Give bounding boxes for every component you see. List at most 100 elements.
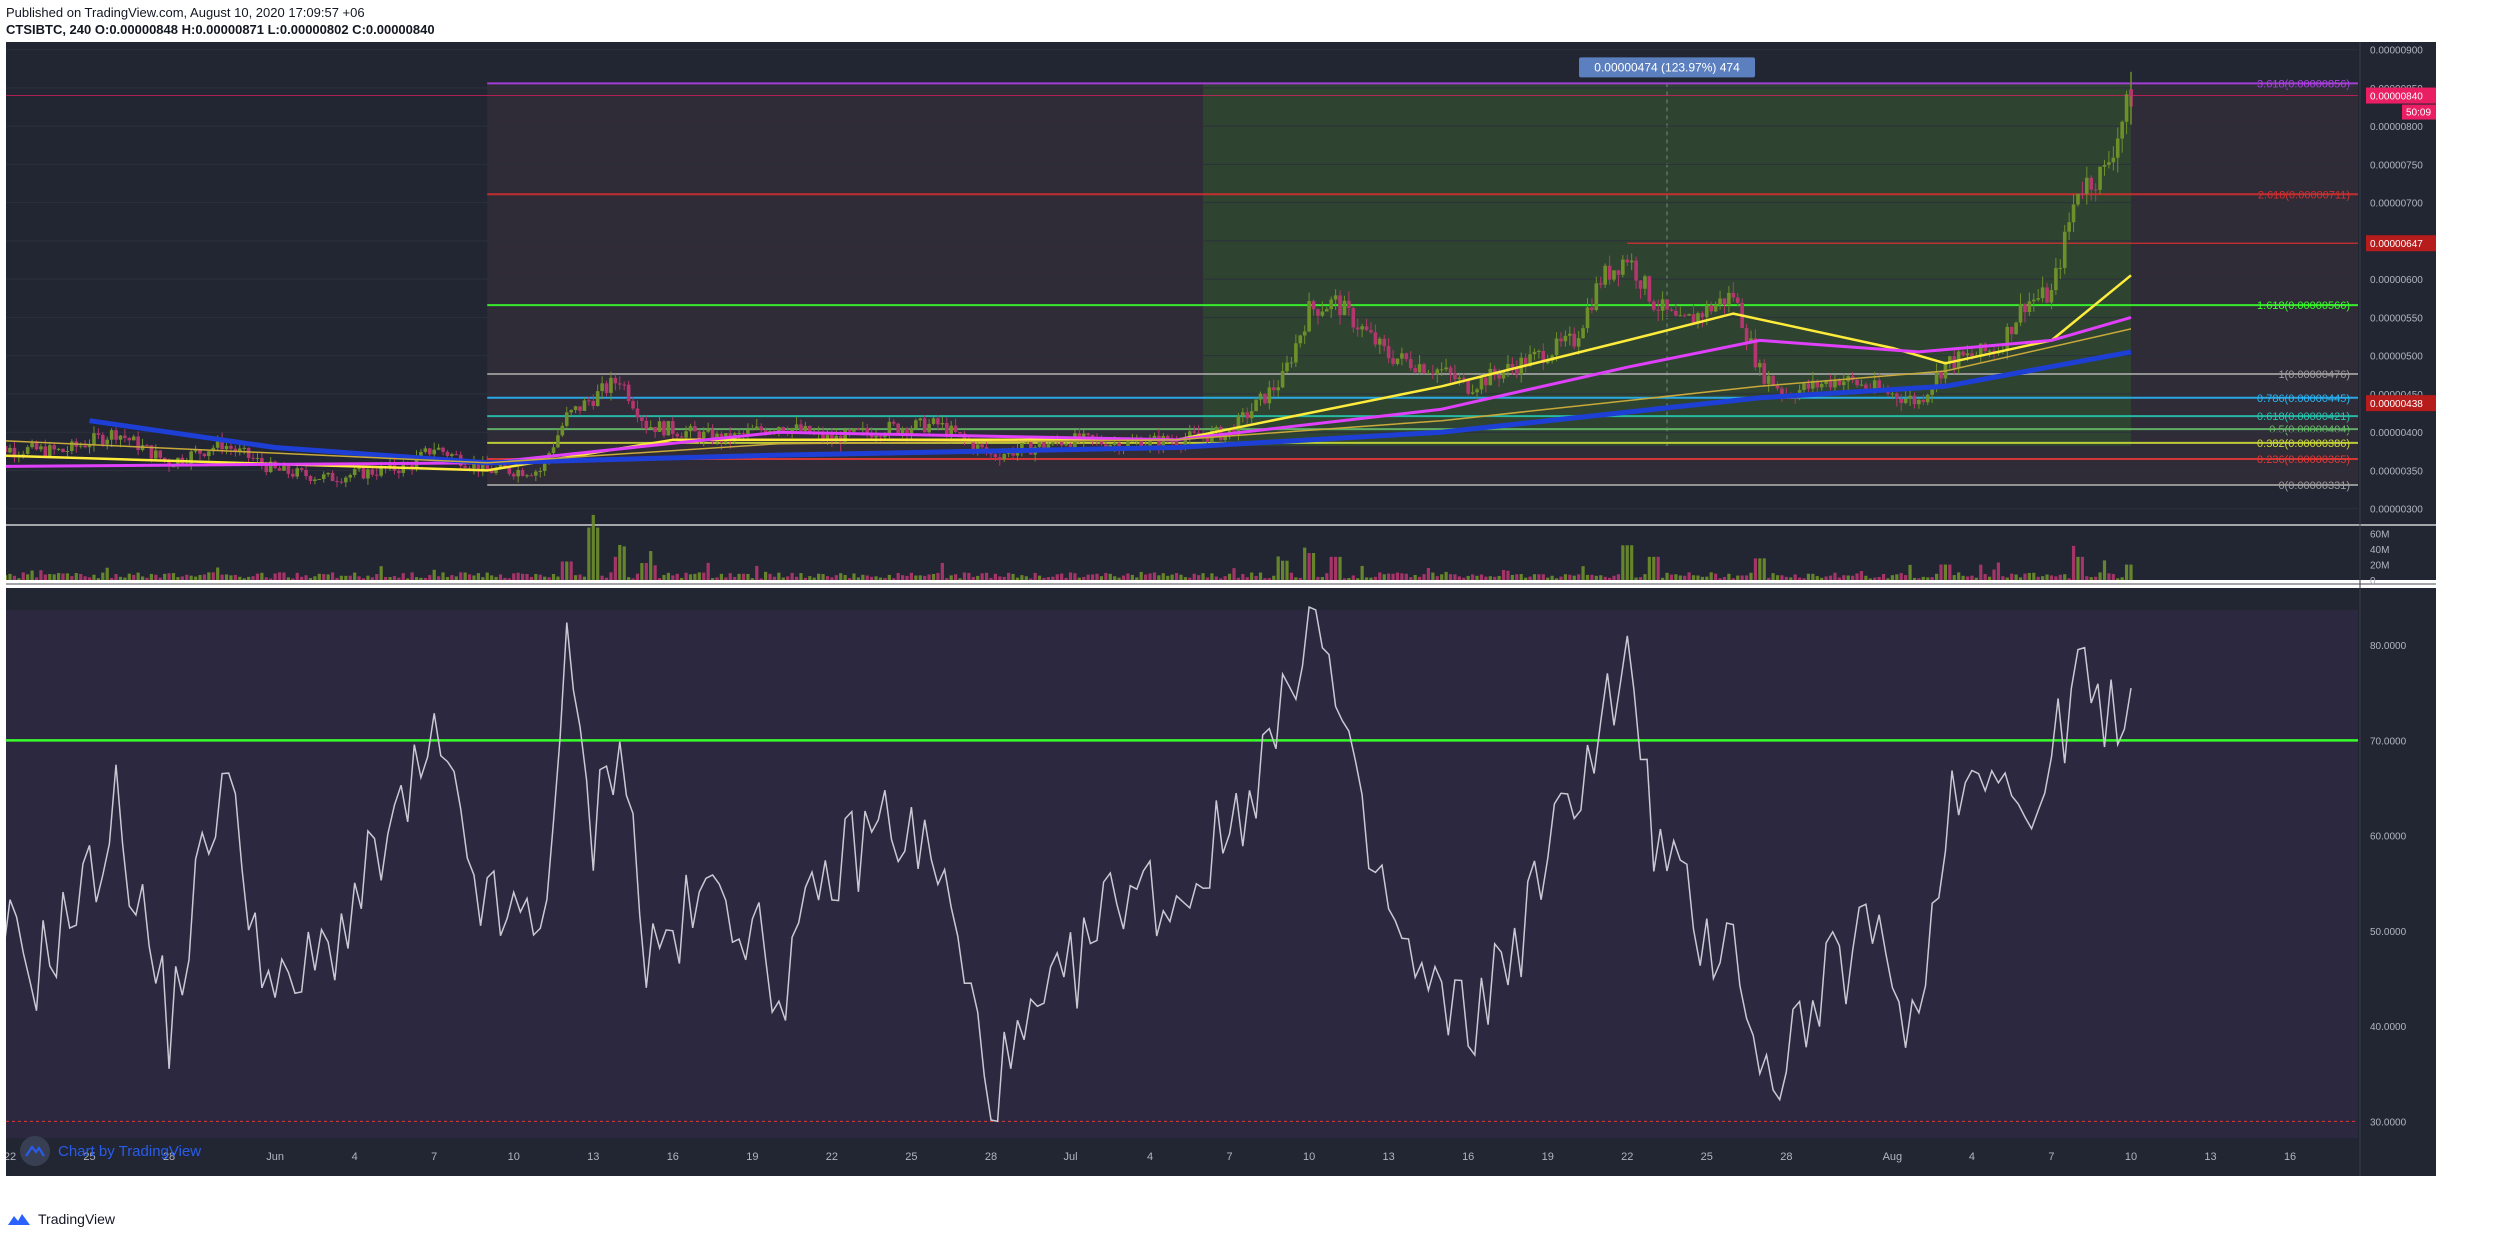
volume-bar [1616, 574, 1621, 580]
volume-bar [671, 575, 675, 580]
candle-body [419, 451, 423, 457]
candle-body [944, 422, 949, 436]
volume-bar [967, 572, 971, 580]
candle-body [1130, 440, 1135, 442]
fib-label: 3.618(0.00000856) [2257, 78, 2350, 90]
ma-line-blue [89, 349, 2132, 466]
candle-body [78, 445, 83, 447]
candle-body [1126, 441, 1130, 448]
chart-canvas[interactable]: 0.00000474 (123.97%) 474 3.618(0.00000856… [0, 42, 2436, 1176]
volume-bar [1241, 573, 1245, 580]
volume-bar [1943, 564, 1948, 580]
candle-body [1722, 298, 1727, 305]
candle-body [1488, 368, 1493, 386]
volume-bar [1753, 558, 1758, 580]
volume-bar [883, 577, 887, 580]
volume-bar [635, 573, 640, 580]
volume-bar [710, 578, 715, 580]
volume-bar [34, 577, 39, 580]
candle-body [2085, 177, 2089, 194]
candle-body [2045, 287, 2049, 303]
volume-bar [437, 576, 441, 580]
volume-bar [2116, 578, 2120, 580]
ma-line-magenta [0, 315, 2132, 468]
volume-bar [847, 578, 852, 580]
volume-bar [1364, 577, 1369, 580]
volume-bar [313, 576, 317, 580]
volume-bar [1413, 574, 1417, 580]
candle-body [445, 451, 450, 456]
candle-body [1541, 351, 1546, 364]
candle-body [1431, 372, 1435, 375]
candle-body [2093, 189, 2098, 191]
volume-bar [1294, 577, 1298, 580]
candle-body [1559, 338, 1563, 342]
candle-body [1369, 330, 1373, 333]
candle-body [1537, 351, 1541, 353]
volume-tick-label: 40M [2370, 545, 2389, 556]
volume-bar [724, 577, 728, 580]
volume-bar [534, 573, 538, 580]
volume-bar [295, 572, 299, 580]
volume-bar [229, 575, 233, 580]
volume-bar [609, 572, 613, 580]
volume-bar [251, 576, 255, 580]
candle-body [149, 445, 154, 459]
volume-bar [39, 570, 43, 580]
footer[interactable]: TradingView [6, 1211, 115, 1227]
volume-bar [286, 577, 290, 580]
chart-frame[interactable]: 0.00000474 (123.97%) 474 3.618(0.00000856… [0, 42, 2436, 1176]
volume-bar [918, 575, 922, 580]
volume-bar [255, 573, 260, 580]
candle-body [861, 427, 865, 430]
volume-bar [1121, 575, 1126, 580]
volume-bar [1528, 576, 1532, 580]
candle-body [1669, 309, 1674, 311]
candle-body [264, 464, 269, 473]
candle-body [1378, 338, 1382, 345]
candle-body [865, 427, 870, 433]
candle-body [1912, 395, 1917, 405]
candle-body [1249, 411, 1254, 419]
candle-body [2040, 287, 2045, 299]
fib-label: 0.236(0.00000365) [2257, 454, 2350, 466]
volume-bar [1736, 575, 1740, 580]
volume-bar [145, 577, 149, 580]
candle-body [1903, 398, 1908, 404]
candle-body [2124, 94, 2129, 122]
volume-bar [171, 573, 176, 580]
x-tick-label: 28 [985, 1151, 997, 1163]
watermark-text: Chart by TradingView [58, 1142, 202, 1160]
candle-body [1563, 335, 1568, 342]
volume-bar [1471, 574, 1475, 580]
volume-bar [1996, 562, 2001, 580]
volume-bar [1139, 571, 1143, 580]
volume-bar [1236, 577, 1241, 580]
volume-bar [512, 573, 516, 580]
candle-body [1497, 375, 1501, 379]
x-tick-label: 22 [6, 1151, 16, 1163]
volume-bar [1007, 572, 1011, 580]
candle-body [1687, 314, 1691, 316]
candle-body [1453, 373, 1457, 380]
volume-bar [132, 574, 136, 580]
candle-body [666, 421, 671, 436]
volume-bar [702, 572, 706, 580]
candle-body [162, 457, 167, 461]
volume-bar [998, 576, 1002, 580]
price-tick-label: 0.00000550 [2370, 313, 2423, 324]
candle-body [790, 428, 794, 434]
volume-bar [242, 578, 246, 580]
candle-body [1320, 311, 1325, 316]
candle-body [313, 479, 317, 481]
countdown-bg [2402, 104, 2436, 120]
candle-body [366, 469, 370, 479]
candle-body [92, 433, 96, 446]
candle-body [357, 467, 361, 470]
volume-bar [383, 576, 388, 580]
candle-body [578, 406, 582, 411]
volume-bar [1537, 574, 1541, 580]
volume-bar [1192, 573, 1196, 580]
rsi-line [0, 606, 2132, 1123]
volume-bar [1360, 565, 1364, 580]
